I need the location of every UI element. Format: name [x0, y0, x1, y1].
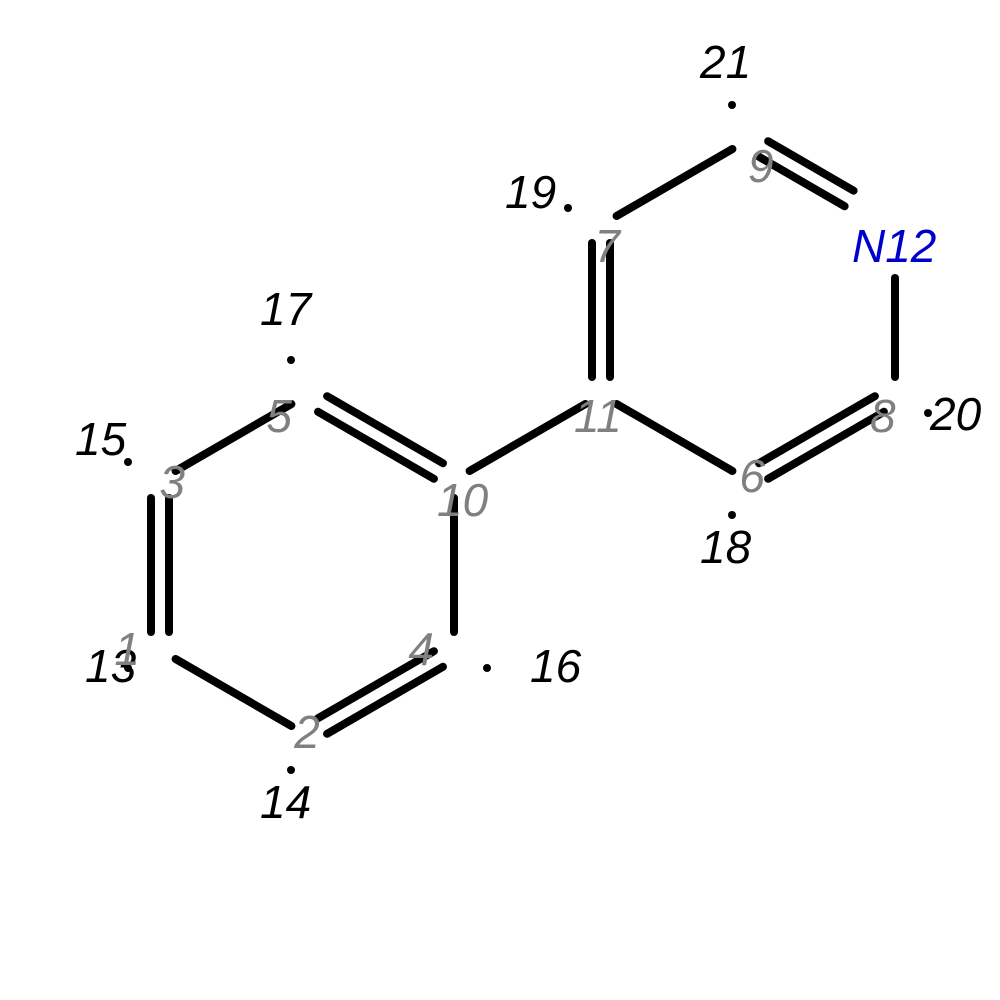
substituent-label: 15 — [75, 413, 127, 465]
bond — [617, 404, 733, 471]
atom-label: 2 — [293, 706, 320, 758]
atom-label: 4 — [408, 623, 434, 675]
bond — [176, 659, 292, 726]
atom-dot — [728, 511, 736, 519]
atom-label: 8 — [870, 390, 896, 442]
atom-dot — [728, 101, 736, 109]
atom-dot — [287, 356, 295, 364]
substituent-label: 18 — [700, 521, 752, 573]
atom-label: 11 — [574, 390, 622, 442]
atom-label: 7 — [594, 220, 621, 272]
hetero-atom-label: N12 — [852, 220, 936, 272]
atom-dot — [483, 664, 491, 672]
atom-label: 9 — [748, 140, 774, 192]
atom-label: 10 — [437, 474, 489, 526]
atom-dot — [287, 766, 295, 774]
atom-dot — [564, 204, 572, 212]
bond — [470, 404, 586, 471]
substituent-label: 19 — [505, 166, 556, 218]
bond — [617, 149, 733, 216]
molecule-diagram: 1314151617181920211234567891011N12 — [0, 0, 1000, 1000]
atom-label: 1 — [114, 623, 140, 675]
substituent-label: 21 — [699, 36, 751, 88]
substituent-label: 14 — [260, 776, 311, 828]
substituent-label: 17 — [260, 283, 313, 335]
atom-label: 5 — [266, 390, 292, 442]
atom-label: 6 — [739, 450, 765, 502]
substituent-label: 20 — [929, 388, 982, 440]
atom-label: 3 — [159, 456, 185, 508]
substituent-label: 16 — [530, 640, 582, 692]
